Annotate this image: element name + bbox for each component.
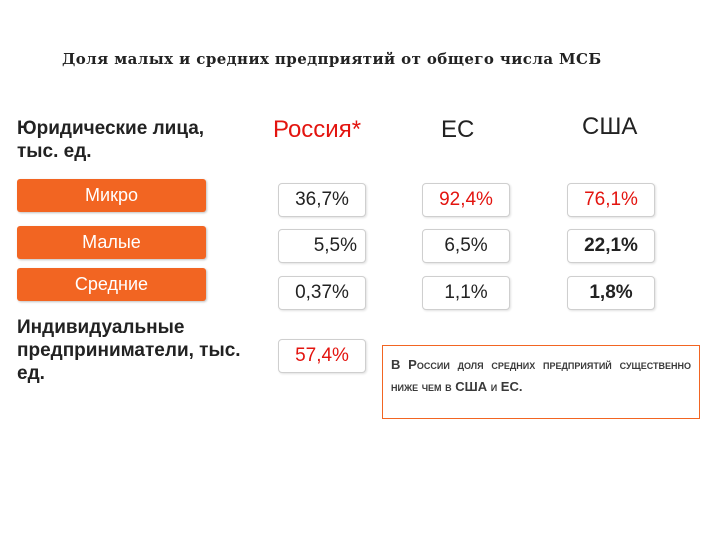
value-eu-micro: 92,4% bbox=[422, 183, 510, 217]
value-usa-micro: 76,1% bbox=[567, 183, 655, 217]
legal-entities-heading: Юридические лица, тыс. ед. bbox=[17, 118, 205, 162]
value-russia-micro: 36,7% bbox=[278, 183, 366, 217]
category-medium: Средние bbox=[17, 268, 206, 301]
category-small: Малые bbox=[17, 226, 206, 259]
value-russia-medium: 0,37% bbox=[278, 276, 366, 310]
page-title: Доля малых и средних предприятий от обще… bbox=[62, 50, 602, 68]
value-eu-medium: 1,1% bbox=[422, 276, 510, 310]
category-micro: Микро bbox=[17, 179, 206, 212]
value-usa-small: 22,1% bbox=[567, 229, 655, 263]
value-russia-individual: 57,4% bbox=[278, 339, 366, 373]
column-header-usa: США bbox=[582, 113, 638, 140]
value-eu-small: 6,5% bbox=[422, 229, 510, 263]
value-usa-medium: 1,8% bbox=[567, 276, 655, 310]
individual-entrepreneurs-heading: Индивидуальные предприниматели, тыс. ед. bbox=[17, 317, 241, 384]
value-russia-small: 5,5% bbox=[278, 229, 366, 263]
column-header-eu: ЕС bbox=[441, 116, 475, 143]
column-header-russia: Россия* bbox=[273, 116, 362, 143]
conclusion-note: В России доля средних предприятий сущест… bbox=[382, 345, 700, 419]
